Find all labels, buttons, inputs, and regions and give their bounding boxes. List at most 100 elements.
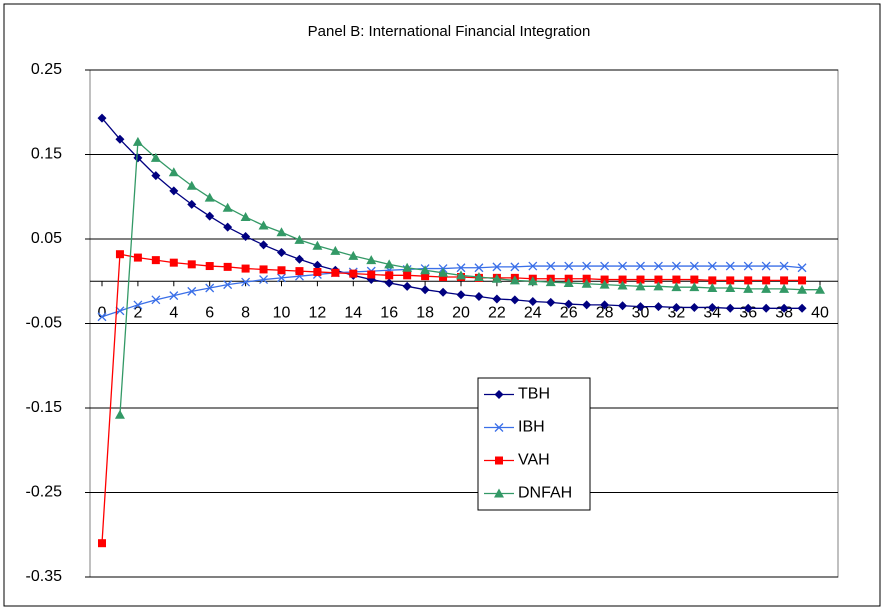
marker: [258, 220, 269, 230]
marker: [439, 273, 448, 282]
legend-box: [477, 377, 591, 511]
y-tick-label: 0.05: [31, 230, 62, 247]
marker: [672, 275, 681, 284]
marker: [151, 256, 160, 265]
marker: [599, 279, 610, 289]
marker: [564, 299, 574, 309]
marker: [528, 297, 538, 307]
marker: [671, 261, 681, 271]
marker: [456, 263, 466, 273]
marker: [653, 281, 664, 291]
marker: [384, 259, 395, 269]
marker: [743, 283, 754, 293]
marker: [600, 300, 610, 310]
marker: [690, 275, 699, 284]
marker: [348, 250, 359, 260]
marker: [312, 240, 323, 250]
x-tick-label: 10: [273, 304, 291, 321]
legend-label: IBH: [518, 419, 545, 436]
marker: [546, 261, 556, 271]
marker: [294, 254, 304, 264]
y-tick-label: -0.15: [26, 399, 63, 416]
marker: [797, 284, 808, 294]
legend-marker: [494, 423, 504, 432]
marker: [510, 262, 520, 272]
marker: [168, 167, 179, 177]
marker: [761, 283, 772, 293]
series-line: [101, 253, 803, 544]
x-tick-label: 14: [344, 304, 362, 321]
marker: [707, 261, 717, 271]
series-line: [119, 140, 820, 415]
marker: [98, 539, 106, 548]
marker: [546, 297, 556, 307]
marker: [798, 276, 807, 285]
marker: [492, 262, 502, 272]
marker: [133, 300, 143, 310]
x-tick-label: 34: [703, 304, 721, 321]
marker: [132, 136, 143, 146]
marker: [294, 234, 305, 244]
marker: [581, 278, 592, 288]
marker: [725, 303, 735, 313]
legend-marker: [495, 456, 503, 465]
marker: [241, 277, 251, 287]
x-tick-label: 28: [596, 304, 614, 321]
marker: [473, 272, 484, 282]
marker: [312, 260, 322, 270]
marker: [349, 269, 358, 278]
marker: [456, 290, 466, 300]
marker: [653, 302, 663, 312]
marker: [474, 291, 484, 301]
x-tick-label: 32: [668, 304, 686, 321]
marker: [204, 192, 215, 202]
y-tick-label: -0.05: [26, 315, 63, 332]
marker: [509, 275, 520, 285]
marker: [761, 261, 771, 271]
marker: [474, 263, 484, 273]
marker: [222, 202, 233, 212]
marker: [725, 261, 735, 271]
marker: [671, 282, 682, 292]
marker: [563, 277, 574, 287]
y-tick-label: -0.25: [26, 484, 63, 501]
marker: [330, 245, 341, 255]
marker: [743, 261, 753, 271]
marker: [331, 268, 340, 277]
marker: [223, 222, 233, 232]
marker: [259, 265, 268, 274]
marker: [259, 275, 269, 285]
marker: [277, 266, 286, 275]
marker: [420, 285, 430, 295]
marker: [707, 283, 718, 293]
marker: [582, 261, 592, 271]
marker: [654, 275, 663, 284]
marker: [492, 294, 502, 304]
x-tick-label: 6: [205, 304, 214, 321]
marker: [205, 211, 215, 221]
marker: [133, 153, 143, 163]
marker: [582, 274, 591, 283]
marker: [97, 312, 107, 322]
marker: [617, 280, 628, 290]
marker: [133, 253, 142, 262]
marker: [187, 199, 197, 209]
marker: [545, 277, 556, 287]
marker: [169, 186, 179, 196]
marker: [456, 270, 466, 280]
marker: [779, 303, 789, 313]
marker: [223, 280, 233, 290]
marker: [421, 272, 430, 281]
marker: [385, 271, 394, 280]
series-line: [101, 265, 803, 318]
marker: [277, 273, 286, 283]
marker: [241, 231, 251, 241]
marker: [618, 261, 628, 271]
marker: [151, 171, 161, 181]
marker: [689, 261, 699, 271]
marker: [725, 283, 736, 293]
x-tick-label: 8: [241, 304, 250, 321]
y-tick-label: 0.25: [31, 61, 62, 78]
marker: [636, 261, 645, 271]
